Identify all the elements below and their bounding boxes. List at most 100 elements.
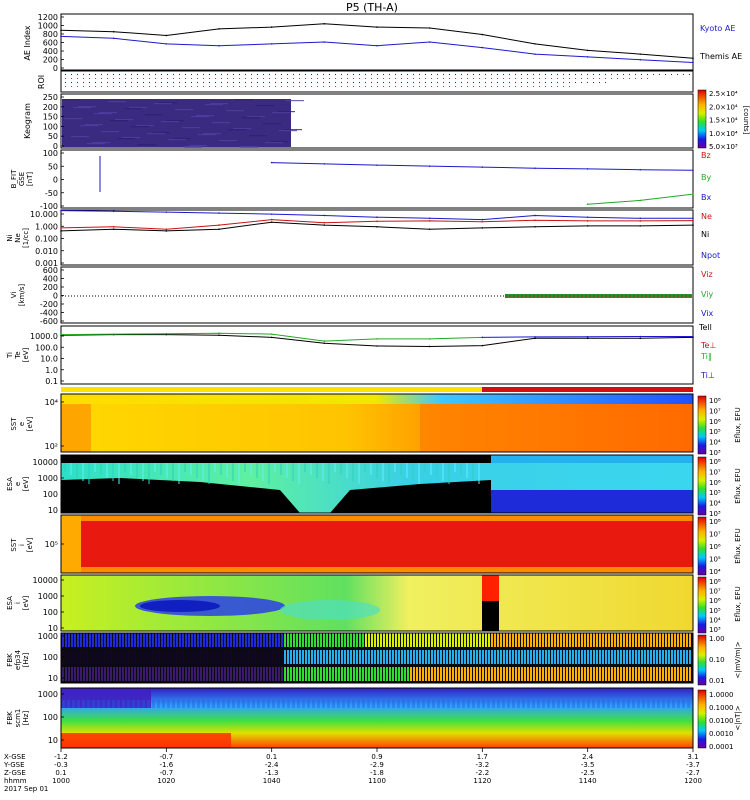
bfield-legend-bz: Bz	[701, 151, 711, 160]
density-panel: 10.0001.0000.1000.0100.001 Ni Ne [1/cc] Ne…	[6, 209, 720, 268]
temperature-legend-tipar: Ti∥	[700, 352, 712, 361]
sst-electron-cbar-tick: 10⁴	[709, 439, 721, 447]
esa-ion-ytick-tick: 100	[43, 608, 58, 617]
esa-electron-ytick-tick: 1000	[38, 474, 58, 483]
xaxis-x-gse: -0.7	[159, 753, 173, 761]
keogram-ytick-tick: 0	[53, 142, 58, 151]
density-point	[428, 220, 431, 222]
density-legend-npot: Npot	[701, 251, 720, 260]
fbk-efield-ylabel-line: FBK	[6, 653, 14, 667]
esa-ion-cbar-tick: 10⁷	[709, 588, 721, 596]
temperature-panel: 1000.0100.010.01.00.1 Ti Te [eV] Tell Te⊥ …	[6, 323, 716, 386]
roi-ylabel: ROI	[37, 75, 46, 89]
ae-point	[165, 43, 168, 45]
fbk-bfield-ylabel: FBK scm1 [Hz]	[6, 709, 30, 728]
density-point	[112, 226, 115, 228]
sst-electron-cbar-tick: 10⁷	[709, 407, 721, 415]
density-point	[428, 217, 431, 220]
fbk-efield-cbar-tick: 0.10	[709, 656, 725, 664]
density-point	[165, 230, 168, 232]
xaxis-hhmm: 1000	[52, 777, 70, 785]
fbk-efield-ylabel-line: efp34	[14, 649, 22, 670]
esa-ion-ylabel-line: i	[14, 602, 22, 604]
bfield-ylabel-line: GSE	[18, 172, 26, 186]
keogram-ytick-tick: 100	[43, 122, 58, 131]
velocity-ylabel: Vi [km/s]	[10, 284, 26, 307]
density-ytick-labels: 10.000 1.000 0.100 0.010 0.001	[30, 210, 64, 268]
velocity-ytick-tick: -400	[40, 309, 58, 318]
bfield-point	[323, 163, 326, 165]
ae-point	[639, 58, 642, 61]
sst-ion-ytick-labels: 10⁵	[45, 540, 64, 549]
esa-ion-ylabel-line: ESA	[6, 596, 14, 610]
esa-electron-colorbar-unit: Eflux, EFU	[734, 468, 742, 503]
ae-point	[639, 53, 642, 55]
esa-electron-cbar-tick: 10⁴	[709, 500, 721, 508]
bfield-point	[586, 168, 589, 170]
xaxis-hhmm: 1100	[368, 777, 386, 785]
xaxis-x-gse: 0.9	[371, 753, 382, 761]
density-ytick-tick: 0.010	[35, 247, 58, 256]
temperature-ylabel-line: Te	[14, 351, 22, 359]
bfield-legend-bx: Bx	[701, 193, 711, 202]
xaxis-hhmm: 1020	[157, 777, 175, 785]
keogram-ylabel: Keogram	[23, 103, 32, 139]
keogram-colorbar-labels: 2.5×10⁴ 2.0×10⁴ 1.5×10⁴ 1.0×10⁴ 5.0×10³	[709, 90, 738, 151]
esa-electron-ytick-labels: 10000 1000 100 10	[33, 458, 64, 515]
xaxis-x-gse: -1.2	[54, 753, 68, 761]
xaxis-y-gse: -0.3	[54, 761, 68, 769]
sst-electron-ytick-labels: 10⁴ 10²	[45, 398, 64, 451]
esa-electron-ylabel-line: ESA	[6, 477, 14, 491]
esa-ion-ytick-labels: 10000 1000 100 10	[33, 576, 64, 633]
keogram-cbar-tick: 2.0×10⁴	[709, 103, 738, 111]
sst-electron-colorbar-unit: Eflux, EFU	[734, 407, 742, 442]
sst-electron-colorbar-labels: 10⁸ 10⁷ 10⁶ 10⁵ 10⁴ 10³	[709, 397, 721, 457]
fbk-efield-cbar-tick: 0.01	[709, 677, 725, 685]
keogram-colorbar	[697, 89, 707, 149]
density-point	[692, 224, 694, 226]
keogram-cbar-tick: 1.0×10⁴	[709, 130, 738, 138]
ae-point	[60, 35, 62, 38]
sst-ion-colorbar	[697, 516, 707, 576]
sst-electron-colorbar	[697, 395, 707, 455]
temperature-ytick-tick: 1000.0	[30, 332, 58, 341]
xaxis-y-gse: -2.4	[265, 761, 279, 769]
xaxis-z-gse: 0.1	[55, 769, 66, 777]
fbk-efield-ylabel-line: [Hz]	[22, 653, 30, 668]
density-point	[323, 214, 326, 217]
ae-point	[481, 33, 484, 36]
velocity-ytick-tick: 400	[43, 275, 58, 284]
ae-point	[692, 61, 694, 64]
density-ylabel-line: Ni	[6, 234, 14, 241]
density-point	[165, 211, 168, 213]
esa-electron-cbar-tick: 10⁷	[709, 468, 721, 476]
ae-ytick-tick: 800	[43, 30, 58, 39]
fbk-efield-ytick-tick: 10	[48, 674, 58, 683]
fbk-bfield-colorbar	[697, 689, 707, 749]
ae-point	[376, 44, 378, 47]
bfield-point	[692, 169, 694, 171]
fbk-bfield-colorbar-unit: <|nT|>	[734, 705, 742, 730]
ae-point	[270, 43, 273, 45]
xaxis-z-gse: -2.2	[475, 769, 489, 777]
xaxis-y-gse: -3.2	[475, 761, 489, 769]
ae-point	[428, 27, 431, 29]
density-legend-ne: Ne	[701, 212, 712, 221]
xaxis-y-gse: -2.9	[370, 761, 384, 769]
xaxis-z-gse: -2.5	[581, 769, 595, 777]
xaxis-z-gse: -2.7	[686, 769, 700, 777]
temperature-point	[60, 333, 62, 336]
bfield-point	[481, 166, 484, 168]
fbk-bfield-cbar-tick: 0.0010	[709, 730, 734, 738]
sst-electron-cbar-tick: 10⁸	[709, 397, 721, 405]
ae-point	[165, 34, 168, 37]
density-point	[639, 225, 642, 227]
ae-point	[481, 46, 484, 49]
fbk-bfield-colorbar-labels: 1.0000 0.1000 0.0100 0.0010 0.0001	[709, 691, 734, 751]
ae-legend-kyoto: Kyoto AE	[700, 24, 735, 33]
ae-point	[534, 53, 536, 55]
keogram-cbar-tick: 1.5×10⁴	[709, 117, 738, 125]
